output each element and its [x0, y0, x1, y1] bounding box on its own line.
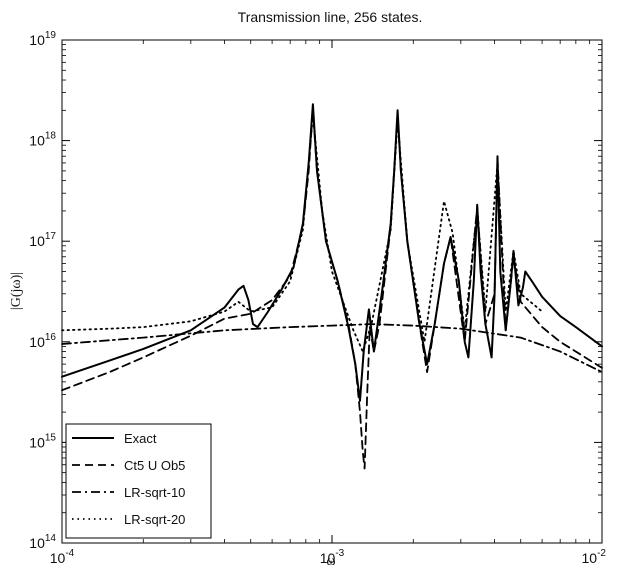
- legend-box: [65, 423, 212, 539]
- y-tick-label: 1015: [29, 432, 56, 450]
- x-axis-label: ω: [326, 554, 335, 568]
- legend: Exact Ct5 U Ob5 LR-sqrt-10 LR-sqrt-20: [65, 423, 212, 539]
- legend-label: Ct5 U Ob5: [124, 458, 185, 473]
- legend-label: LR-sqrt-10: [124, 485, 185, 500]
- legend-label: LR-sqrt-20: [124, 512, 185, 527]
- y-tick-label: 1018: [29, 131, 56, 149]
- x-tick-label: 10-4: [50, 548, 75, 566]
- series-line-3: [61, 323, 603, 373]
- series-line-2: [61, 107, 603, 470]
- series-layer: [61, 103, 603, 470]
- y-tick-label: 1014: [29, 533, 56, 551]
- y-axis-label: |G(jω)|: [9, 272, 24, 310]
- y-tick-label: 1017: [29, 231, 56, 249]
- legend-label: Exact: [124, 431, 157, 446]
- chart-title: Transmission line, 256 states.: [238, 9, 423, 25]
- y-tick-label: 1019: [29, 30, 56, 48]
- x-tick-label: 10-2: [582, 548, 607, 566]
- y-axis-ticks: 1014 1015 1016 1017 1018 1019: [29, 30, 602, 551]
- x-axis-ticks: 10-4 10-3 10-2: [50, 40, 607, 566]
- series-line-1: [61, 103, 603, 402]
- y-tick-label: 1016: [29, 332, 56, 350]
- x-tick-label: 10-3: [320, 548, 345, 566]
- series-line-4: [61, 114, 543, 353]
